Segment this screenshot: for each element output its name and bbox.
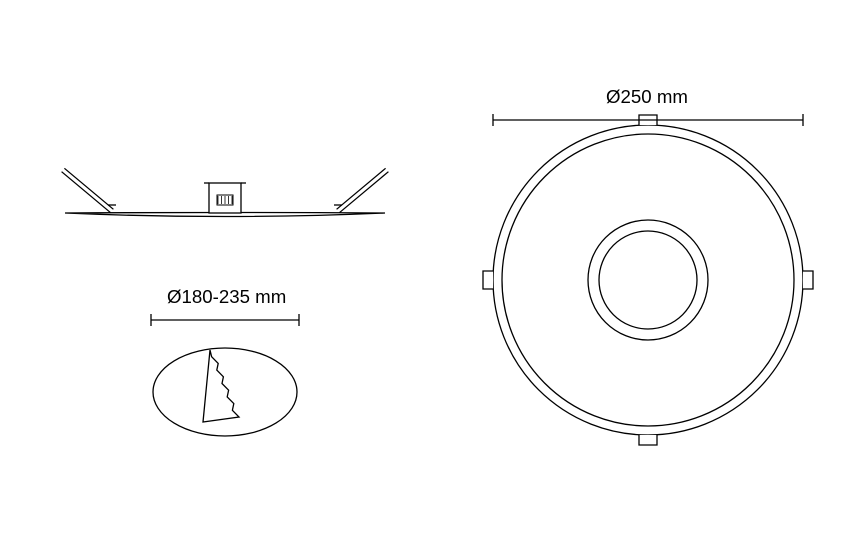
diameter-label-cutout: Ø180-235 mm — [167, 286, 286, 308]
diameter-label-top: Ø250 mm — [606, 86, 688, 108]
drawing-canvas — [0, 0, 856, 540]
